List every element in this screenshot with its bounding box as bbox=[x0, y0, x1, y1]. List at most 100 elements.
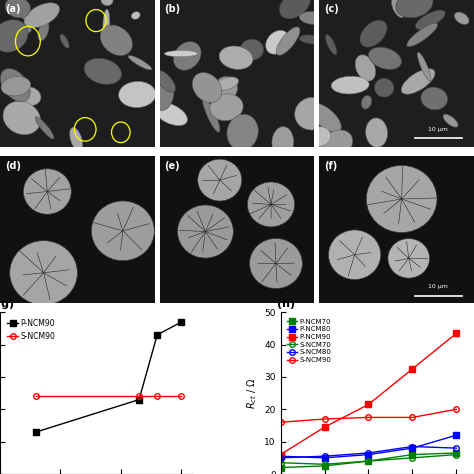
S-NCM90 bbox=[34, 393, 39, 399]
Circle shape bbox=[23, 169, 71, 214]
P-NCM70 bbox=[365, 458, 371, 464]
Ellipse shape bbox=[365, 118, 388, 147]
Ellipse shape bbox=[415, 10, 445, 29]
Ellipse shape bbox=[279, 0, 310, 19]
Text: (d): (d) bbox=[5, 161, 21, 171]
P-NCM80 bbox=[454, 432, 459, 438]
S-NCM90 bbox=[136, 393, 142, 399]
S-NCM80 bbox=[365, 450, 371, 456]
Ellipse shape bbox=[100, 25, 132, 55]
S-NCM70 bbox=[322, 462, 328, 467]
Circle shape bbox=[177, 205, 233, 258]
S-NCM80 bbox=[410, 444, 415, 449]
Y-axis label: $R_{ct}$ / $\Omega$: $R_{ct}$ / $\Omega$ bbox=[245, 377, 259, 409]
Legend: P-NCM70, P-NCM80, P-NCM90, S-NCM70, S-NCM80, S-NCM90: P-NCM70, P-NCM80, P-NCM90, S-NCM70, S-NC… bbox=[284, 316, 334, 366]
Ellipse shape bbox=[360, 20, 387, 47]
Ellipse shape bbox=[300, 11, 326, 25]
Line: S-NCM80: S-NCM80 bbox=[278, 444, 459, 461]
P-NCM90 bbox=[365, 401, 371, 407]
Line: P-NCM70: P-NCM70 bbox=[278, 450, 459, 470]
Ellipse shape bbox=[202, 98, 220, 132]
P-NCM70 bbox=[322, 463, 328, 469]
Ellipse shape bbox=[155, 71, 175, 92]
Circle shape bbox=[247, 182, 295, 227]
Ellipse shape bbox=[3, 101, 40, 135]
Text: 10 μm: 10 μm bbox=[428, 127, 448, 132]
P-NCM90 bbox=[410, 366, 415, 372]
Ellipse shape bbox=[266, 30, 289, 54]
Ellipse shape bbox=[326, 35, 337, 55]
Ellipse shape bbox=[131, 12, 140, 19]
Ellipse shape bbox=[300, 35, 322, 44]
Ellipse shape bbox=[215, 77, 238, 90]
S-NCM80 bbox=[278, 455, 283, 461]
P-NCM90 bbox=[179, 319, 184, 325]
P-NCM70 bbox=[454, 450, 459, 456]
Ellipse shape bbox=[227, 114, 258, 150]
Ellipse shape bbox=[154, 102, 187, 126]
Ellipse shape bbox=[35, 117, 54, 139]
Ellipse shape bbox=[173, 42, 201, 70]
Ellipse shape bbox=[392, 0, 405, 18]
Ellipse shape bbox=[240, 39, 264, 60]
P-NCM90 bbox=[155, 332, 160, 338]
S-NCM70 bbox=[278, 460, 283, 465]
Ellipse shape bbox=[421, 87, 447, 110]
Circle shape bbox=[10, 241, 77, 305]
Ellipse shape bbox=[84, 58, 121, 84]
P-NCM90 bbox=[136, 397, 142, 402]
Circle shape bbox=[198, 159, 242, 201]
Line: S-NCM70: S-NCM70 bbox=[278, 452, 459, 467]
Ellipse shape bbox=[309, 103, 341, 132]
Ellipse shape bbox=[5, 0, 30, 18]
Ellipse shape bbox=[18, 13, 46, 23]
Text: (a): (a) bbox=[5, 4, 20, 14]
Circle shape bbox=[249, 238, 302, 289]
Text: (f): (f) bbox=[324, 161, 337, 171]
Ellipse shape bbox=[418, 52, 431, 81]
Ellipse shape bbox=[192, 73, 222, 102]
Ellipse shape bbox=[443, 114, 458, 127]
Ellipse shape bbox=[331, 76, 369, 94]
Circle shape bbox=[366, 165, 437, 233]
Ellipse shape bbox=[38, 21, 49, 41]
S-NCM90 bbox=[322, 416, 328, 422]
Legend: P-NCM90, S-NCM90: P-NCM90, S-NCM90 bbox=[4, 316, 59, 344]
Ellipse shape bbox=[368, 47, 401, 69]
Circle shape bbox=[91, 201, 155, 261]
P-NCM80 bbox=[365, 452, 371, 457]
Text: (c): (c) bbox=[324, 4, 338, 14]
Ellipse shape bbox=[455, 12, 469, 25]
Ellipse shape bbox=[60, 34, 69, 48]
Ellipse shape bbox=[12, 22, 31, 34]
P-NCM70 bbox=[278, 465, 283, 470]
Ellipse shape bbox=[24, 3, 60, 28]
Circle shape bbox=[388, 238, 429, 278]
S-NCM70 bbox=[454, 452, 459, 457]
Ellipse shape bbox=[295, 97, 329, 130]
Ellipse shape bbox=[210, 94, 243, 121]
Ellipse shape bbox=[219, 46, 253, 69]
Ellipse shape bbox=[164, 51, 198, 57]
P-NCM90 bbox=[278, 452, 283, 457]
Ellipse shape bbox=[396, 0, 433, 18]
S-NCM80 bbox=[454, 445, 459, 451]
Circle shape bbox=[328, 230, 381, 280]
S-NCM90 bbox=[410, 415, 415, 420]
P-NCM80 bbox=[278, 453, 283, 459]
Ellipse shape bbox=[401, 69, 435, 94]
S-NCM70 bbox=[410, 455, 415, 461]
S-NCM90 bbox=[179, 393, 184, 399]
Ellipse shape bbox=[154, 80, 174, 110]
Ellipse shape bbox=[272, 127, 294, 158]
Line: P-NCM90: P-NCM90 bbox=[34, 319, 184, 435]
Ellipse shape bbox=[17, 87, 41, 106]
S-NCM80 bbox=[322, 453, 328, 459]
Ellipse shape bbox=[319, 130, 353, 161]
Ellipse shape bbox=[1, 76, 31, 96]
Ellipse shape bbox=[128, 55, 152, 70]
Ellipse shape bbox=[374, 78, 394, 97]
Text: (b): (b) bbox=[164, 4, 180, 14]
P-NCM80 bbox=[410, 445, 415, 451]
Line: S-NCM90: S-NCM90 bbox=[278, 407, 459, 425]
